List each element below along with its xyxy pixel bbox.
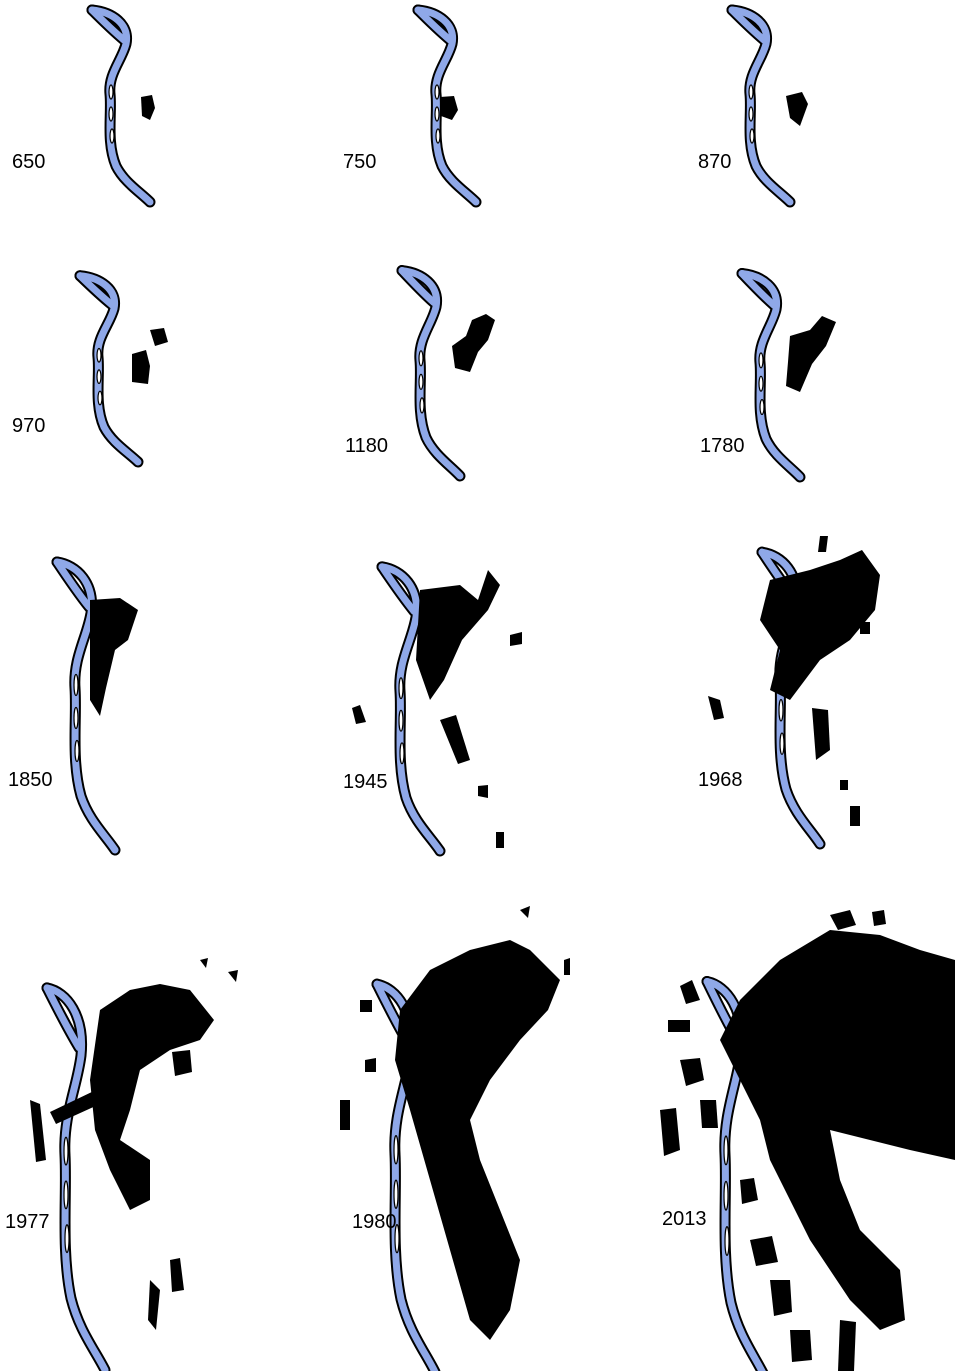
year-label: 1977 — [5, 1211, 50, 1233]
map-panel: 750 — [343, 10, 476, 202]
map-panel: 1977 — [5, 958, 238, 1370]
year-label: 870 — [698, 151, 731, 173]
map-panel: 1968 — [698, 536, 880, 844]
map-panel: 1780 — [700, 273, 836, 477]
year-label: 1968 — [698, 769, 743, 791]
year-label: 970 — [12, 415, 45, 437]
map-panel: 970 — [12, 276, 168, 462]
map-panel: 1180 — [345, 271, 495, 476]
map-panel: 2013 — [660, 910, 955, 1371]
year-label: 750 — [343, 151, 376, 173]
year-label: 650 — [12, 151, 45, 173]
year-label: 1945 — [343, 771, 388, 793]
urban-growth-maps: 650 750 870 970 1180 1780 1850 — [0, 0, 955, 1371]
year-label: 1980 — [352, 1211, 397, 1233]
map-panel: 1850 — [8, 562, 138, 850]
map-panel: 1945 — [343, 567, 522, 851]
map-panel: 650 — [12, 10, 155, 202]
year-label: 1850 — [8, 769, 53, 791]
map-panel: 1980 — [340, 906, 570, 1371]
year-label: 1780 — [700, 435, 745, 457]
year-label: 1180 — [345, 435, 388, 457]
map-panel: 870 — [698, 10, 808, 202]
year-label: 2013 — [662, 1208, 707, 1230]
page: 650 750 870 970 1180 1780 1850 — [0, 0, 955, 1371]
